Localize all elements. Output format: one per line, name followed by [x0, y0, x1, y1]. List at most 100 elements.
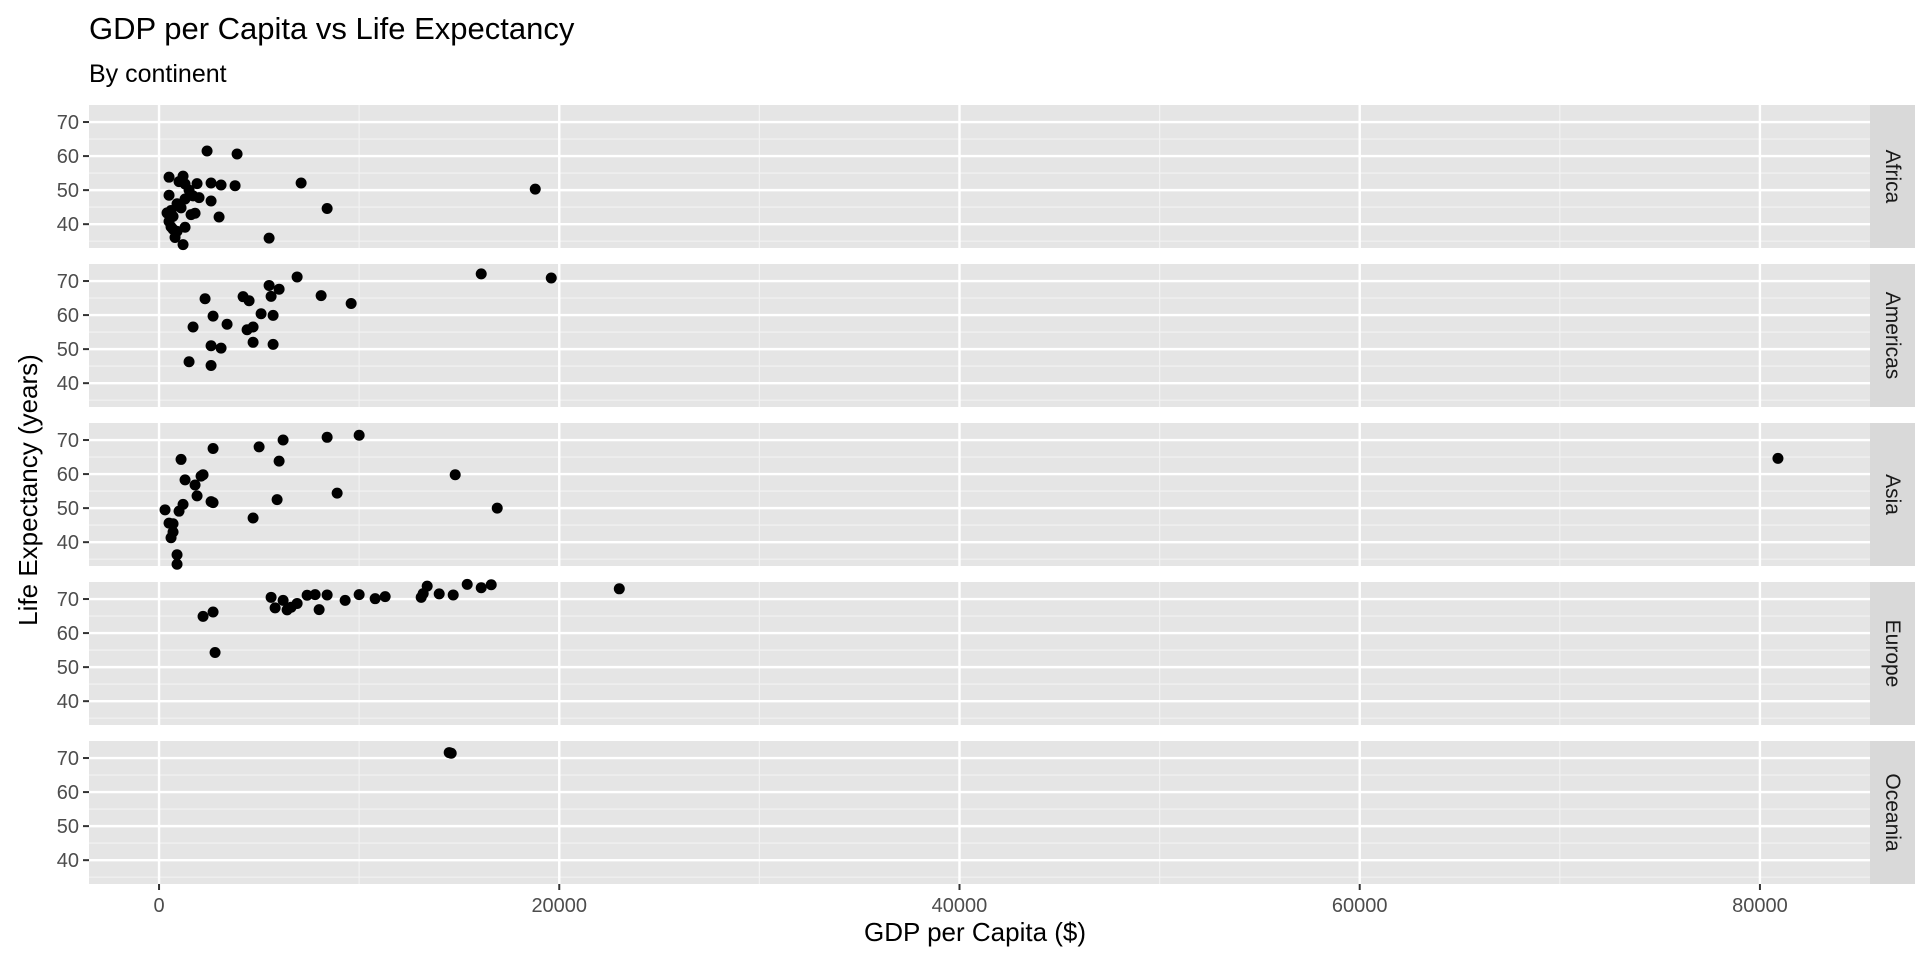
data-point-africa [213, 211, 225, 223]
data-point-africa [163, 189, 175, 201]
facet-strip-label: Africa [1881, 150, 1904, 204]
data-point-asia [159, 504, 171, 516]
data-point-africa [175, 202, 187, 214]
y-tick-label: 50 [57, 339, 79, 361]
facet-panels: 40 50 60 70 Africa 40 50 60 70 Americas 40 50 60 70 As… [57, 105, 1915, 884]
data-point-europe [309, 589, 321, 601]
y-tick-label: 70 [57, 271, 79, 293]
data-point-asia [271, 494, 283, 506]
data-point-asia [353, 429, 365, 441]
y-tick-label: 40 [57, 850, 79, 872]
chart-title: GDP per Capita vs Life Expectancy [89, 11, 575, 46]
data-point-asia [167, 518, 179, 530]
data-point-americas [187, 321, 199, 333]
data-point-africa [205, 177, 217, 189]
data-point-asia [179, 474, 191, 486]
data-point-americas [291, 271, 303, 283]
data-point-oceania [445, 747, 457, 759]
data-point-asia [195, 470, 207, 482]
data-point-europe [433, 588, 445, 600]
data-point-europe [339, 594, 351, 606]
data-point-africa [263, 232, 275, 244]
data-point-americas [263, 279, 275, 291]
data-point-americas [345, 297, 357, 309]
data-point-europe [197, 610, 209, 622]
facet-panel-oceania: 40 50 60 70 Oceania [57, 741, 1915, 884]
y-tick-label: 70 [57, 430, 79, 452]
facet-strip [1870, 741, 1915, 884]
data-point-asia [1772, 452, 1784, 464]
data-point-asia [173, 505, 185, 517]
data-point-asia [331, 487, 343, 499]
data-point-europe [265, 591, 277, 603]
data-point-americas [199, 293, 211, 305]
x-axis-title: GDP per Capita ($) [864, 917, 1086, 947]
data-point-europe [269, 602, 281, 614]
data-point-europe [485, 579, 497, 591]
data-point-asia [247, 512, 259, 524]
data-point-europe [415, 591, 427, 603]
x-axis: 0 20000 40000 60000 80000 [153, 884, 1788, 917]
data-point-europe [379, 591, 391, 603]
data-point-africa [177, 239, 189, 251]
data-point-europe [461, 578, 473, 590]
y-tick-label: 50 [57, 180, 79, 202]
y-tick-label: 60 [57, 305, 79, 327]
data-point-americas [255, 308, 267, 320]
data-point-americas [205, 359, 217, 371]
panel-background [89, 741, 1870, 884]
facet-strip [1870, 582, 1915, 725]
y-tick-label: 50 [57, 498, 79, 520]
y-tick-label: 70 [57, 748, 79, 770]
facet-strip-label: Americas [1881, 292, 1904, 380]
x-tick-label: 80000 [1732, 895, 1788, 917]
data-point-asia [205, 496, 217, 508]
data-point-africa [161, 207, 173, 219]
facet-panel-europe: 40 50 60 70 Europe [57, 578, 1915, 725]
data-point-africa [205, 195, 217, 207]
data-point-americas [241, 324, 253, 336]
data-point-europe [277, 594, 289, 606]
y-tick-label: 60 [57, 782, 79, 804]
data-point-americas [265, 290, 277, 302]
data-point-europe [209, 646, 221, 658]
data-point-asia [175, 453, 187, 465]
data-point-asia [189, 479, 201, 491]
data-point-europe [301, 589, 313, 601]
data-point-europe [281, 604, 293, 616]
data-point-europe [369, 593, 381, 605]
data-point-americas [215, 342, 227, 354]
data-point-americas [273, 283, 285, 295]
y-tick-label: 70 [57, 589, 79, 611]
data-point-americas [267, 338, 279, 350]
facet-panel-asia: 40 50 60 70 Asia [57, 423, 1915, 570]
data-point-africa [163, 171, 175, 183]
chart-subtitle: By continent [89, 60, 227, 88]
data-point-europe [313, 604, 325, 616]
data-point-asia [321, 431, 333, 443]
data-point-americas [207, 310, 219, 322]
data-point-europe [447, 589, 459, 601]
x-tick-label: 60000 [1332, 895, 1388, 917]
panel-background [89, 264, 1870, 407]
data-point-europe [475, 582, 487, 594]
data-point-africa [215, 179, 227, 191]
data-point-africa [185, 209, 197, 221]
data-point-asia [207, 443, 219, 455]
facet-strip-label: Asia [1881, 474, 1904, 515]
y-tick-label: 40 [57, 214, 79, 236]
facet-strip-label: Oceania [1881, 773, 1904, 852]
facet-strip [1870, 423, 1915, 566]
data-point-asia [171, 558, 183, 570]
y-tick-label: 60 [57, 146, 79, 168]
facet-strip-label: Europe [1881, 620, 1904, 688]
x-tick-label: 20000 [531, 895, 587, 917]
data-point-americas [205, 340, 217, 352]
data-point-asia [253, 441, 265, 453]
facet-panel-africa: 40 50 60 70 Africa [57, 105, 1915, 251]
data-point-africa [295, 177, 307, 189]
data-point-americas [545, 272, 557, 284]
data-point-asia [449, 469, 461, 481]
data-point-asia [191, 490, 203, 502]
